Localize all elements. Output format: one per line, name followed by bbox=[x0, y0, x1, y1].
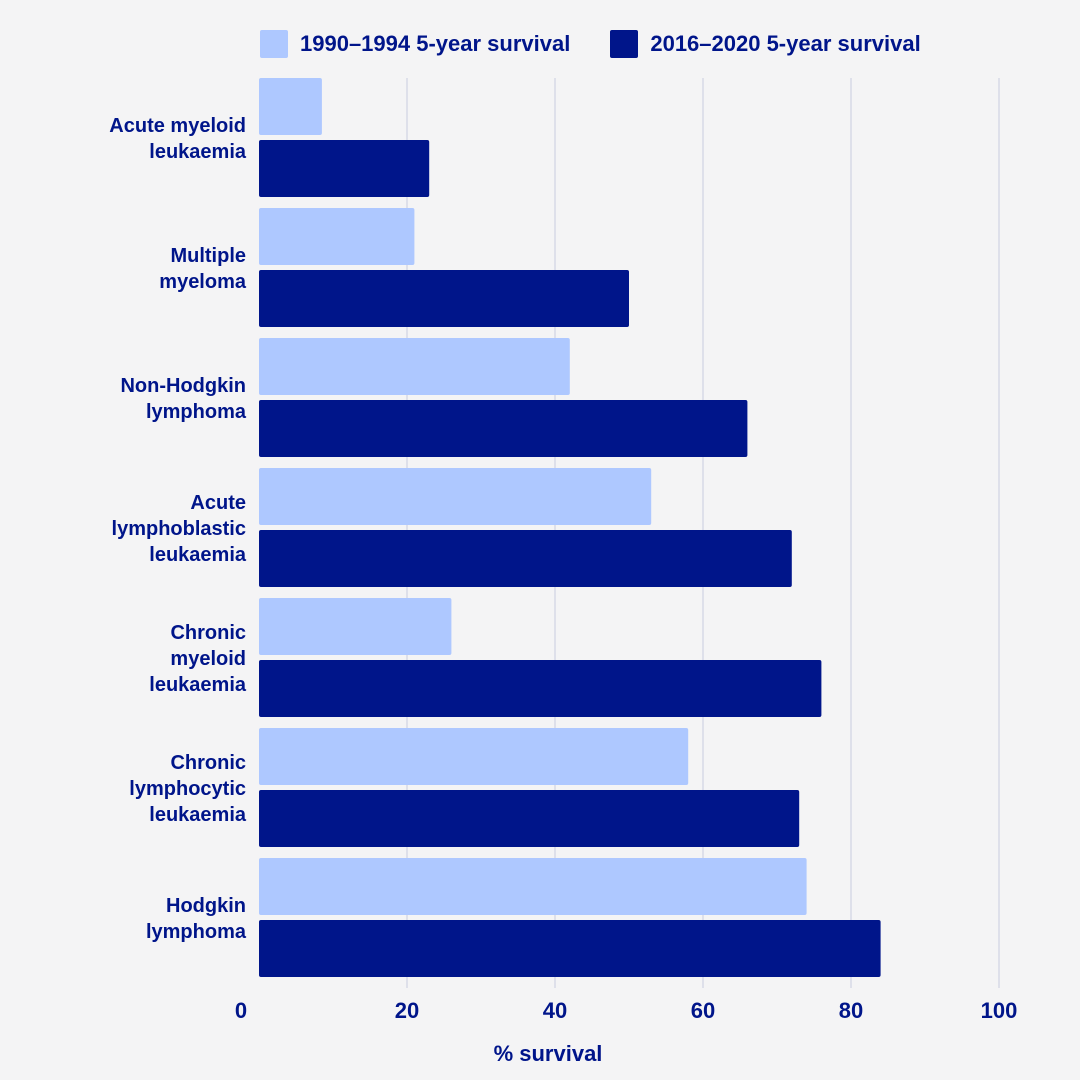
legend-swatch-1990-1994 bbox=[260, 30, 288, 58]
legend-item-1990-1994: 1990–1994 5-year survival bbox=[260, 30, 570, 58]
category-label-line: leukaemia bbox=[149, 674, 247, 696]
bar-1990-1994-4 bbox=[259, 598, 452, 655]
category-label-line: leukaemia bbox=[149, 544, 247, 566]
x-tick-label-80: 80 bbox=[839, 998, 863, 1023]
x-tick-label-20: 20 bbox=[395, 998, 419, 1023]
bar-2016-2020-6 bbox=[259, 920, 881, 977]
category-label-line: leukaemia bbox=[149, 141, 247, 163]
legend-swatch-2016-2020 bbox=[610, 30, 639, 58]
bar-1990-1994-6 bbox=[259, 858, 807, 915]
bar-1990-1994-1 bbox=[259, 208, 415, 265]
category-label-line: Non-Hodgkin bbox=[120, 375, 246, 397]
legend-label-1990-1994: 1990–1994 5-year survival bbox=[300, 31, 571, 56]
category-label-line: Hodgkin bbox=[166, 895, 246, 917]
bar-2016-2020-2 bbox=[259, 400, 748, 457]
category-label-line: Multiple bbox=[170, 245, 246, 267]
category-label-3: Acute lymphoblastic leukaemia bbox=[112, 492, 247, 566]
x-axis-label: % survival bbox=[494, 1041, 603, 1066]
bar-2016-2020-4 bbox=[259, 660, 822, 717]
category-label-2: Non-Hodgkin lymphoma bbox=[120, 375, 246, 423]
category-label-0: Acute myeloid leukaemia bbox=[109, 115, 247, 163]
bar-2016-2020-0 bbox=[259, 140, 430, 197]
category-label-line: lymphoblastic bbox=[112, 518, 246, 540]
bar-2016-2020-1 bbox=[259, 270, 629, 327]
x-tick-label-100: 100 bbox=[981, 998, 1018, 1023]
bar-2016-2020-3 bbox=[259, 530, 792, 587]
bar-1990-1994-3 bbox=[259, 468, 652, 525]
category-label-line: leukaemia bbox=[149, 804, 247, 826]
category-label-5: Chronic lymphocytic leukaemia bbox=[129, 752, 247, 826]
category-label-line: Chronic bbox=[170, 622, 246, 644]
category-label-4: Chronic myeloid leukaemia bbox=[149, 622, 247, 696]
bar-1990-1994-5 bbox=[259, 728, 689, 785]
legend-label-2016-2020: 2016–2020 5-year survival bbox=[650, 31, 921, 56]
category-label-line: Acute myeloid bbox=[109, 115, 246, 137]
category-label-line: Acute bbox=[190, 492, 246, 514]
category-label-line: lymphocytic bbox=[129, 778, 246, 800]
bar-1990-1994-0 bbox=[259, 78, 322, 135]
category-label-6: Hodgkin lymphoma bbox=[146, 895, 247, 943]
x-tick-label-40: 40 bbox=[543, 998, 567, 1023]
category-label-line: lymphoma bbox=[146, 401, 247, 423]
category-label-line: myeloma bbox=[159, 271, 247, 293]
x-tick-label-0: 0 bbox=[235, 998, 247, 1023]
category-label-1: Multiple myeloma bbox=[159, 245, 247, 293]
category-label-line: Chronic bbox=[170, 752, 246, 774]
bar-2016-2020-5 bbox=[259, 790, 800, 847]
bar-1990-1994-2 bbox=[259, 338, 570, 395]
legend: 1990–1994 5-year survival 2016–2020 5-ye… bbox=[260, 30, 961, 58]
category-label-line: myeloid bbox=[170, 648, 246, 670]
category-label-line: lymphoma bbox=[146, 921, 247, 943]
legend-item-2016-2020: 2016–2020 5-year survival bbox=[610, 30, 921, 58]
x-tick-label-60: 60 bbox=[691, 998, 715, 1023]
